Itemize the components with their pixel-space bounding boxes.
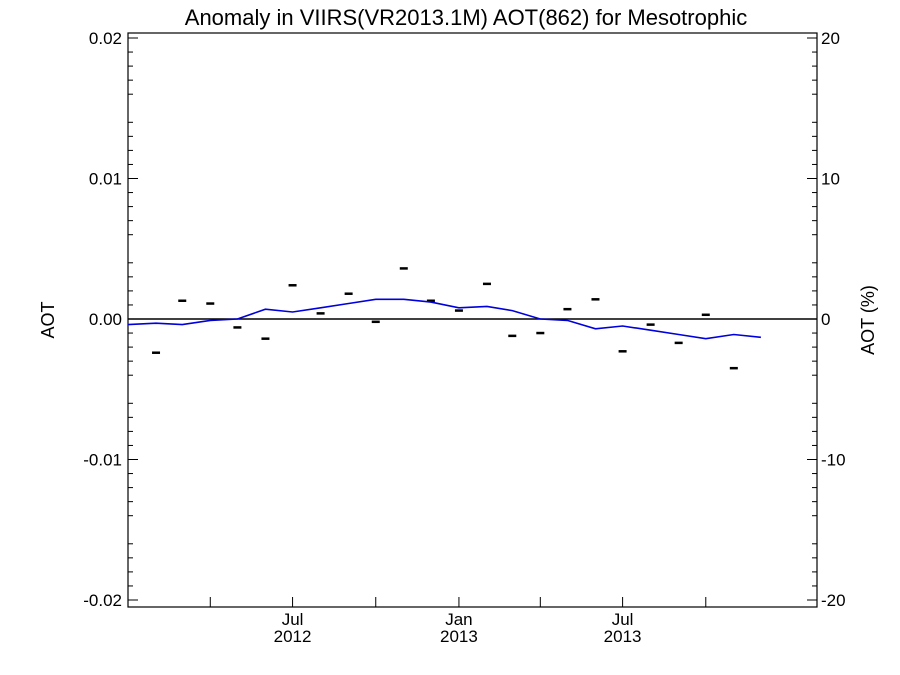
- left-y-axis: -0.02 -0.01 0.00 0.01 0.02: [83, 29, 138, 610]
- smoothed-series-line: [127, 298, 761, 340]
- right-y-axis-label: AOT (%): [858, 285, 878, 355]
- x-tick-year-label: 2013: [440, 627, 478, 646]
- x-tick-month-label: Jul: [612, 610, 634, 629]
- plot-area: [127, 267, 761, 370]
- x-tick-year-label: 2013: [604, 627, 642, 646]
- plot-frame: [127, 32, 818, 608]
- x-tick-year-label: 2012: [274, 627, 312, 646]
- right-y-tick-label: -10: [821, 451, 846, 470]
- right-y-axis: -20 -10 0 10 20: [807, 29, 846, 610]
- x-tick-month-label: Jan: [445, 610, 472, 629]
- right-y-tick-label: -20: [821, 591, 846, 610]
- right-y-tick-label: 0: [821, 310, 830, 329]
- chart-title: Anomaly in VIIRS(VR2013.1M) AOT(862) for…: [185, 5, 747, 30]
- right-y-tick-label: 20: [821, 29, 840, 48]
- y-axis-label: AOT: [38, 301, 58, 338]
- y-tick-label: 0.00: [89, 310, 122, 329]
- y-tick-label: -0.02: [83, 591, 122, 610]
- x-tick-month-label: Jul: [282, 610, 304, 629]
- y-tick-label: 0.01: [89, 170, 122, 189]
- right-y-tick-label: 10: [821, 170, 840, 189]
- y-tick-label: 0.02: [89, 29, 122, 48]
- y-tick-label: -0.01: [83, 451, 122, 470]
